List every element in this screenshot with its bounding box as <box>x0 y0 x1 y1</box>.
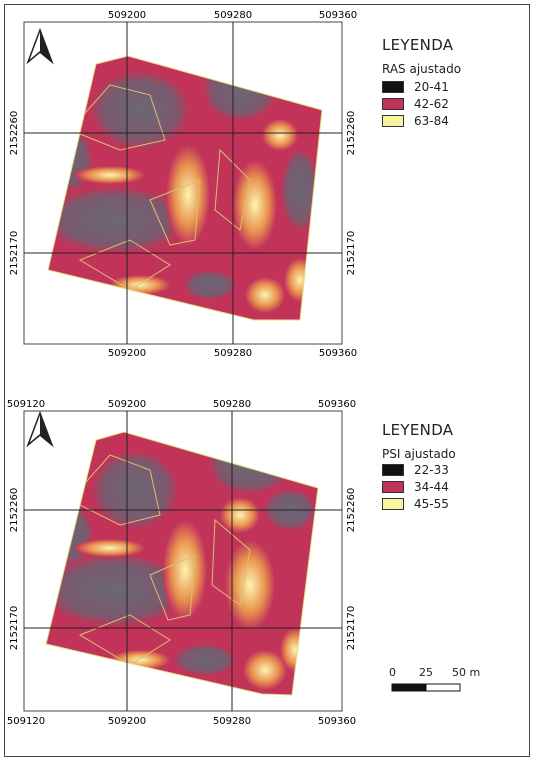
scale-bar-label: 50 m <box>452 666 481 679</box>
map-1-x-tick-bottom: 509200 <box>108 348 146 359</box>
map-2-x-tick-top: 509200 <box>108 399 146 410</box>
legend-1-item-label: 42-62 <box>414 97 449 111</box>
legend-2-item: 45-55 <box>382 497 449 511</box>
map-2-x-tick-bottom: 509200 <box>108 716 146 727</box>
map-2-x-tick-bottom: 509120 <box>7 716 45 727</box>
map-2-frame <box>23 410 343 712</box>
legend-1-item: 63-84 <box>382 114 449 128</box>
map-2-grid <box>24 411 342 711</box>
legend-2-item-label: 34-44 <box>414 480 449 494</box>
legend-2-item: 22-33 <box>382 463 449 477</box>
map-1-x-tick-bottom: 509280 <box>214 348 252 359</box>
map-1-y-tick-left: 2152260 <box>9 111 20 156</box>
map-1-frame <box>23 21 343 345</box>
map-1-x-tick-top: 509280 <box>214 10 252 21</box>
map-1-x-tick-top: 509200 <box>108 10 146 21</box>
legend-swatch <box>382 81 404 93</box>
scale-bar-label: 25 <box>419 666 433 679</box>
map-2-y-tick-right: 2152260 <box>346 488 357 533</box>
legend-1-item-label: 63-84 <box>414 114 449 128</box>
legend-swatch <box>382 498 404 510</box>
legend-2-item-label: 22-33 <box>414 463 449 477</box>
legend-swatch <box>382 98 404 110</box>
map-1-y-tick-right: 2152170 <box>346 231 357 276</box>
legend-1-subtitle: RAS ajustado <box>382 62 462 76</box>
map-2-x-tick-bottom: 509280 <box>213 716 251 727</box>
map-1-y-tick-right: 2152260 <box>346 111 357 156</box>
legend-2-title: LEYENDA <box>382 421 454 439</box>
scale-bar <box>391 683 461 692</box>
map-1-grid <box>24 22 342 344</box>
map-1-x-tick-bottom: 509360 <box>319 348 357 359</box>
legend-swatch <box>382 481 404 493</box>
legend-2-item-label: 45-55 <box>414 497 449 511</box>
map-1-x-tick-top: 509360 <box>319 10 357 21</box>
scale-bar-label: 0 <box>389 666 396 679</box>
legend-2-subtitle: PSI ajustado <box>382 447 456 461</box>
map-2-x-tick-top: 509360 <box>318 399 356 410</box>
legend-1-title: LEYENDA <box>382 36 454 54</box>
map-2-y-tick-left: 2152170 <box>9 606 20 651</box>
map-2-y-tick-left: 2152260 <box>9 488 20 533</box>
legend-2-item: 34-44 <box>382 480 449 494</box>
legend-swatch <box>382 464 404 476</box>
map-2-x-tick-top: 509120 <box>7 399 45 410</box>
north-arrow-icon <box>26 410 54 448</box>
map-2-x-tick-top: 509280 <box>213 399 251 410</box>
legend-1-item: 42-62 <box>382 97 449 111</box>
map-2-y-tick-right: 2152170 <box>346 606 357 651</box>
legend-swatch <box>382 115 404 127</box>
legend-1-item-label: 20-41 <box>414 80 449 94</box>
map-1-raster <box>48 56 322 320</box>
legend-1-item: 20-41 <box>382 80 449 94</box>
map-2-raster <box>46 432 318 695</box>
map-1-y-tick-left: 2152170 <box>9 231 20 276</box>
north-arrow-icon <box>26 27 54 65</box>
map-2-x-tick-bottom: 509360 <box>318 716 356 727</box>
page-frame <box>4 4 530 757</box>
